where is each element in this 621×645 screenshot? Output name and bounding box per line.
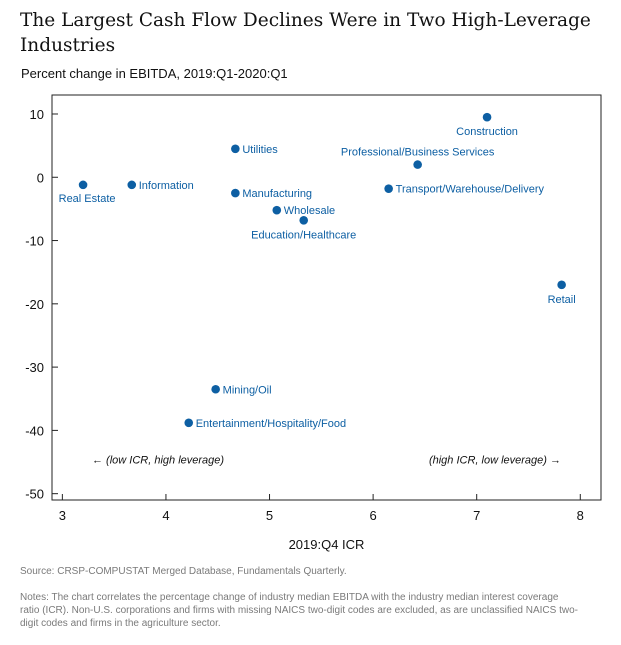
- x-axis-label: 2019:Q4 ICR: [289, 537, 365, 552]
- point-label: Education/Healthcare: [251, 229, 356, 241]
- data-point: [78, 180, 88, 190]
- point-label: Real Estate: [59, 193, 116, 205]
- point-label: Information: [139, 180, 194, 192]
- y-tick-label: -10: [25, 234, 44, 249]
- notes-text: Notes: The chart correlates the percenta…: [20, 592, 578, 629]
- point-label: Utilities: [242, 144, 278, 156]
- y-tick-label: -40: [25, 423, 44, 438]
- y-tick-label: 0: [37, 170, 44, 185]
- source-note: Source: CRSP-COMPUSTAT Merged Database, …: [20, 566, 347, 577]
- point-label: Wholesale: [284, 205, 335, 217]
- x-tick-label: 8: [577, 508, 584, 523]
- point-label: Professional/Business Services: [341, 147, 495, 159]
- point-label: Entertainment/Hospitality/Food: [196, 418, 346, 430]
- chart-subtitle: Percent change in EBITDA, 2019:Q1-2020:Q…: [21, 66, 288, 81]
- point-label: Transport/Warehouse/Delivery: [396, 184, 545, 196]
- x-tick-label: 5: [266, 508, 273, 523]
- data-point: [384, 184, 393, 193]
- data-point: [184, 418, 194, 428]
- scatter-chart: 10 0 -10 -20 -30 -40 -50 3 4 5 6 7 8 2019:Q4 ICR Real …: [25, 94, 602, 552]
- data-point: [231, 188, 240, 198]
- y-tick-label: -30: [25, 360, 44, 375]
- annotation-low-icr: ← (low ICR, high leverage): [92, 454, 224, 466]
- point-label: Construction: [456, 126, 518, 138]
- data-point: [211, 384, 220, 394]
- data-point: [272, 205, 282, 215]
- data-point: [557, 280, 566, 290]
- point-label: Retail: [548, 294, 576, 306]
- annotation-high-icr: (high ICR, low leverage) →: [429, 454, 561, 466]
- point-label: Mining/Oil: [223, 384, 272, 396]
- y-tick-label: -20: [25, 297, 44, 312]
- plot-frame: [51, 94, 602, 501]
- x-tick-label: 4: [162, 508, 169, 523]
- data-point: [299, 215, 309, 225]
- x-tick-label: 6: [369, 508, 376, 523]
- x-tick-label: 3: [59, 508, 66, 523]
- data-point: [127, 180, 137, 190]
- y-tick-label: -50: [25, 487, 44, 502]
- chart-title: The Largest Cash Flow Declines Were in T…: [20, 10, 591, 56]
- point-label: Manufacturing: [242, 188, 312, 200]
- data-point: [231, 144, 240, 154]
- x-tick-label: 7: [473, 508, 480, 523]
- data-point: [413, 160, 422, 169]
- data-point: [482, 112, 492, 122]
- y-tick-label: 10: [30, 107, 44, 122]
